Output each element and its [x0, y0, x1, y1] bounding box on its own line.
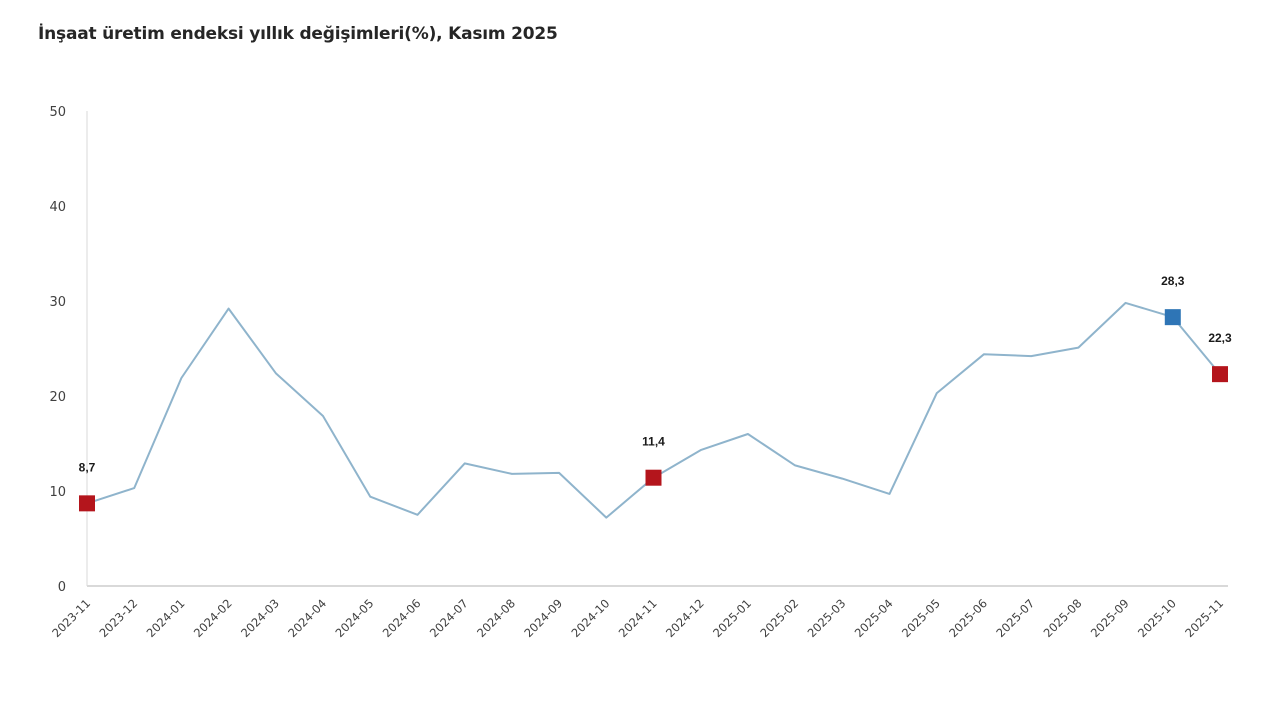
x-tick-label: 2024-07 [427, 596, 471, 640]
x-tick-label: 2025-01 [710, 596, 754, 640]
x-tick-label: 2024-11 [616, 596, 660, 640]
x-tick-label: 2025-02 [757, 596, 801, 640]
data-label: 8,7 [79, 460, 96, 474]
x-tick-label: 2024-10 [569, 596, 613, 640]
x-tick-label: 2024-08 [474, 596, 518, 640]
x-tick-label: 2023-12 [96, 596, 140, 640]
x-tick-label: 2024-12 [663, 596, 707, 640]
data-point-marker [1164, 309, 1181, 326]
x-tick-label: 2024-04 [285, 596, 329, 640]
y-axis: 0 10 20 30 40 50 [49, 105, 88, 595]
x-tick-label: 2024-09 [521, 596, 565, 640]
x-axis: 2023-11 2023-12 2024-01 2024-02 2024-03 2024-… [49, 585, 1228, 640]
y-tick-label: 20 [49, 390, 66, 405]
chart-title: İnşaat üretim endeksi yıllık değişimleri… [38, 24, 558, 44]
x-tick-label: 2024-02 [191, 596, 235, 640]
x-tick-label: 2025-03 [805, 596, 849, 640]
y-tick-label: 10 [49, 485, 66, 500]
data-label: 22,3 [1208, 331, 1232, 345]
data-label: 28,3 [1161, 274, 1185, 288]
x-tick-label: 2025-04 [852, 596, 896, 640]
y-tick-label: 50 [49, 105, 66, 120]
x-tick-label: 2025-06 [946, 596, 990, 640]
x-tick-label: 2025-05 [899, 596, 943, 640]
data-point-marker [79, 495, 95, 512]
x-tick-label: 2025-09 [1088, 596, 1132, 640]
x-tick-label: 2023-11 [49, 596, 93, 640]
x-tick-label: 2024-01 [144, 596, 188, 640]
highlight-markers: 8,7 11,4 28,3 22,3 [79, 274, 1232, 512]
y-tick-label: 30 [49, 295, 66, 310]
data-point-marker [1212, 366, 1228, 383]
x-tick-label: 2024-03 [238, 596, 282, 640]
y-tick-label: 40 [49, 200, 66, 215]
x-tick-label: 2025-07 [993, 596, 1037, 640]
x-tick-label: 2025-10 [1135, 596, 1179, 640]
x-tick-label: 2025-11 [1182, 596, 1226, 640]
x-tick-label: 2024-05 [332, 596, 376, 640]
data-label: 11,4 [642, 435, 665, 449]
x-tick-label: 2024-06 [380, 596, 424, 640]
y-tick-label: 0 [58, 580, 66, 595]
x-tick-label: 2025-08 [1041, 596, 1085, 640]
data-point-marker [645, 469, 662, 486]
